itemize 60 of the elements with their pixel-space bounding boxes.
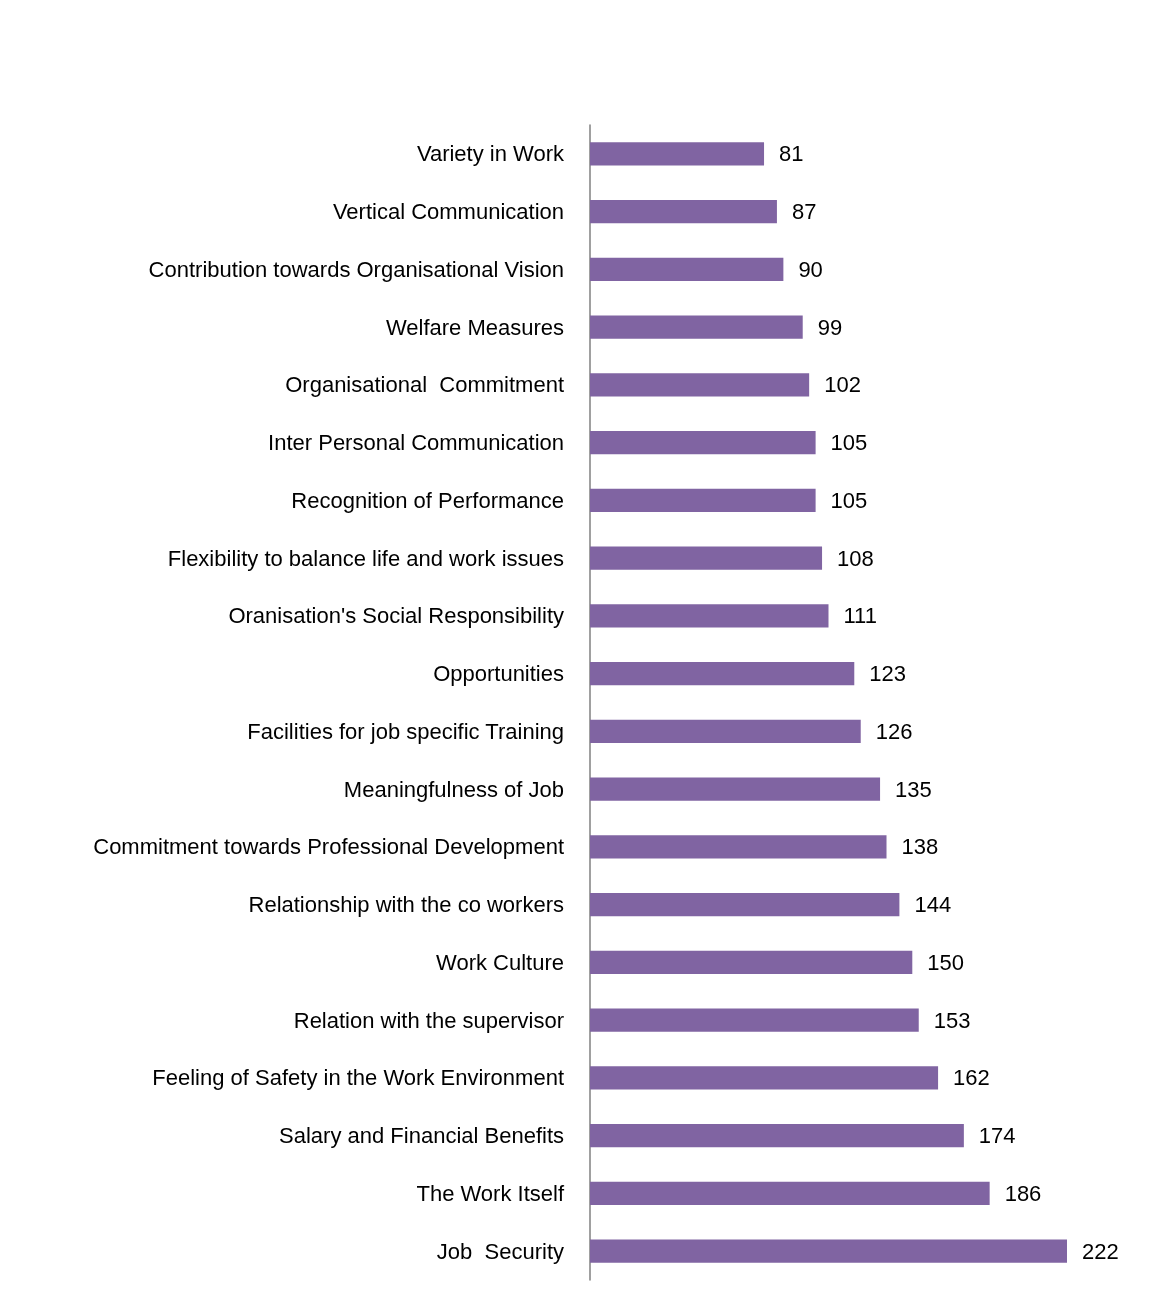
- data-label: 153: [933, 1007, 971, 1033]
- data-label: 81: [779, 141, 804, 167]
- y-tick-label: Variety in Work: [416, 141, 565, 167]
- data-label: 123: [869, 661, 906, 687]
- y-tick-label: Job Security: [436, 1238, 564, 1264]
- y-tick-label: Meaningfulness of Job: [343, 776, 564, 802]
- data-label: 126: [875, 718, 913, 744]
- y-tick-label: Organisational Commitment: [285, 372, 564, 398]
- bar: [590, 777, 881, 801]
- data-label: 108: [837, 545, 874, 571]
- data-label: 105: [830, 430, 868, 456]
- y-tick-label: Oranisation's Social Responsibility: [228, 603, 564, 629]
- y-tick-label: Welfare Measures: [385, 314, 564, 340]
- bar: [590, 1008, 919, 1032]
- data-label: 87: [791, 199, 817, 225]
- bar: [590, 1181, 990, 1205]
- bar: [590, 431, 816, 455]
- data-label: 138: [901, 834, 939, 860]
- data-label: 186: [1004, 1180, 1042, 1206]
- bar: [590, 950, 913, 974]
- bar: [590, 142, 765, 166]
- bar: [590, 1066, 939, 1090]
- y-tick-label: Facilities for job specific Training: [247, 718, 564, 744]
- y-tick-label: Relation with the supervisor: [293, 1007, 564, 1033]
- bar: [590, 373, 810, 397]
- data-label: 99: [817, 314, 843, 340]
- data-label: 144: [914, 892, 952, 918]
- data-label: 162: [953, 1065, 990, 1091]
- y-tick-label: Contribution towards Organisational Vision: [148, 256, 564, 282]
- data-label: 174: [978, 1123, 1016, 1149]
- data-label: 150: [927, 949, 965, 975]
- y-tick-label: Inter Personal Communication: [268, 430, 564, 456]
- data-label: 90: [798, 256, 823, 282]
- y-tick-label: Relationship with the co workers: [248, 892, 564, 918]
- y-tick-label: Commitment towards Professional Development: [93, 834, 564, 860]
- bar: [590, 1124, 964, 1148]
- y-tick-label: Opportunities: [433, 661, 564, 687]
- y-tick-label: Flexibility to balance life and work issues: [167, 545, 564, 571]
- data-label: 222: [1082, 1238, 1119, 1264]
- bar: [590, 604, 829, 628]
- bar: [590, 662, 855, 686]
- bar: [590, 488, 816, 512]
- bar: [590, 893, 900, 917]
- bar: [590, 835, 887, 859]
- data-label: 135: [895, 776, 932, 802]
- y-tick-label: The Work Itself: [416, 1180, 565, 1206]
- bar: [590, 719, 861, 743]
- y-tick-label: Vertical Communication: [332, 199, 564, 225]
- bar: [590, 315, 803, 339]
- data-label: 111: [843, 603, 877, 629]
- bar: [590, 546, 823, 570]
- y-tick-label: Work Culture: [436, 949, 564, 975]
- y-tick-label: Recognition of Performance: [291, 487, 564, 513]
- bar: [590, 257, 784, 281]
- bar: [590, 200, 777, 224]
- data-label: 105: [830, 487, 868, 513]
- y-tick-label: Feeling of Safety in the Work Environment: [152, 1065, 564, 1091]
- data-label: 102: [824, 372, 861, 398]
- y-tick-label: Salary and Financial Benefits: [279, 1123, 564, 1149]
- bar: [590, 1239, 1067, 1263]
